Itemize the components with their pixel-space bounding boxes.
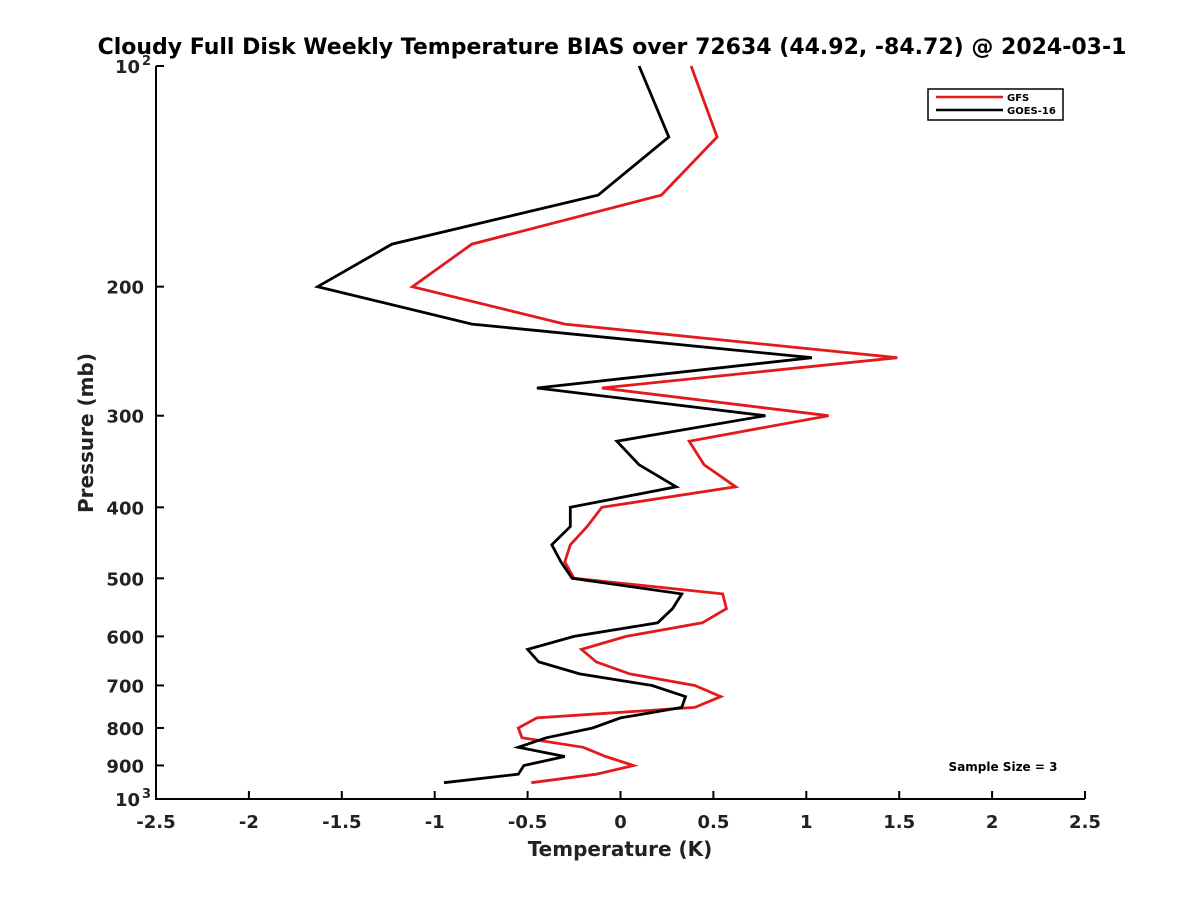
x-tick-label: 0 — [614, 812, 627, 833]
y-tick-exponent: 2 — [142, 54, 151, 69]
series-line-goes16 — [313, 65, 813, 785]
x-tick-label: 0.5 — [697, 812, 729, 833]
y-tick-label: 400 — [106, 498, 144, 519]
x-tick-label: -1.5 — [322, 812, 361, 833]
y-tick-label: 800 — [106, 719, 144, 740]
x-tick-label: -0.5 — [508, 812, 547, 833]
y-tick-label: 200 — [106, 278, 144, 299]
x-tick-label: 1 — [800, 812, 813, 833]
y-tick-label: 900 — [106, 756, 144, 777]
x-tick-label: -1 — [425, 812, 445, 833]
x-tick-label: -2 — [239, 812, 259, 833]
x-ticks: -2.5 -2 -1.5 -1 -0.5 0 0.5 1 1.5 2 2.5 — [136, 791, 1101, 833]
y-axis-label: Pressure (mb) — [74, 353, 98, 513]
x-tick-label: 2 — [986, 812, 999, 833]
y-tick-label: 700 — [106, 676, 144, 697]
y-tick-label: 600 — [106, 627, 144, 648]
y-tick-label: 500 — [106, 569, 144, 590]
x-tick-label: 2.5 — [1069, 812, 1101, 833]
sample-size-annotation: Sample Size = 3 — [949, 760, 1058, 774]
legend-label-goes16: GOES-16 — [1007, 106, 1056, 117]
series-line-gfs — [409, 65, 898, 785]
y-tick-exponent: 3 — [142, 787, 151, 802]
x-tick-label: -2.5 — [136, 812, 175, 833]
x-tick-label: 1.5 — [883, 812, 915, 833]
series-layer — [313, 65, 898, 785]
legend-label-gfs: GFS — [1007, 93, 1029, 104]
y-tick-label: 10 — [115, 790, 140, 811]
legend: GFS GOES-16 — [927, 88, 1064, 121]
y-tick-label: 10 — [115, 57, 140, 78]
chart-title: Cloudy Full Disk Weekly Temperature BIAS… — [98, 35, 1127, 60]
x-axis-label: Temperature (K) — [528, 837, 713, 861]
y-tick-label: 300 — [106, 407, 144, 428]
legend-box — [927, 88, 1064, 121]
